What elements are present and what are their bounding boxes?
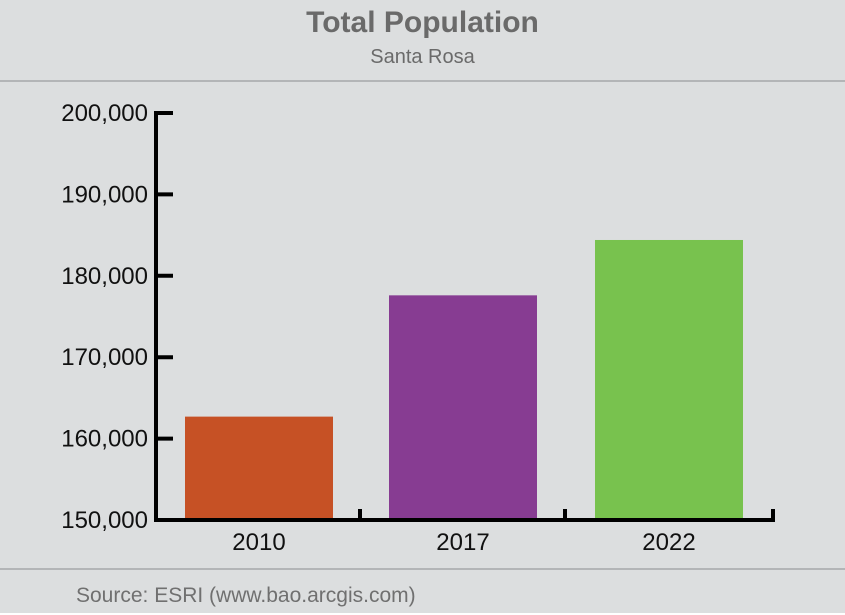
y-tick-label: 170,000 [61,344,148,371]
source-note: Source: ESRI (www.bao.arcgis.com) [76,584,416,607]
x-axis-ticks: 2010 2017 2022 [232,509,775,556]
x-tick-label-2010: 2010 [232,529,285,556]
axes-group [154,111,775,522]
y-tick-label: 200,000 [61,100,148,127]
y-tick-label: 160,000 [61,426,148,453]
y-tick-label: 150,000 [61,507,148,534]
chart-title: Total Population [306,6,539,39]
y-axis-ticks: 150,000 160,000 170,000 180,000 190,000 200,0… [61,100,173,534]
bar-2010 [185,416,333,520]
chart-header: Total Population Santa Rosa [0,0,845,82]
bar-2017 [389,295,537,520]
bar-2022 [595,239,743,520]
x-tick-label-2017: 2017 [436,529,489,556]
bars-group [185,239,743,520]
x-tick-label-2022: 2022 [642,529,695,556]
chart-footer: Source: ESRI (www.bao.arcgis.com) [0,568,845,615]
y-tick-label: 190,000 [61,181,148,208]
chart-subtitle: Santa Rosa [370,46,475,68]
y-tick-label: 180,000 [61,263,148,290]
